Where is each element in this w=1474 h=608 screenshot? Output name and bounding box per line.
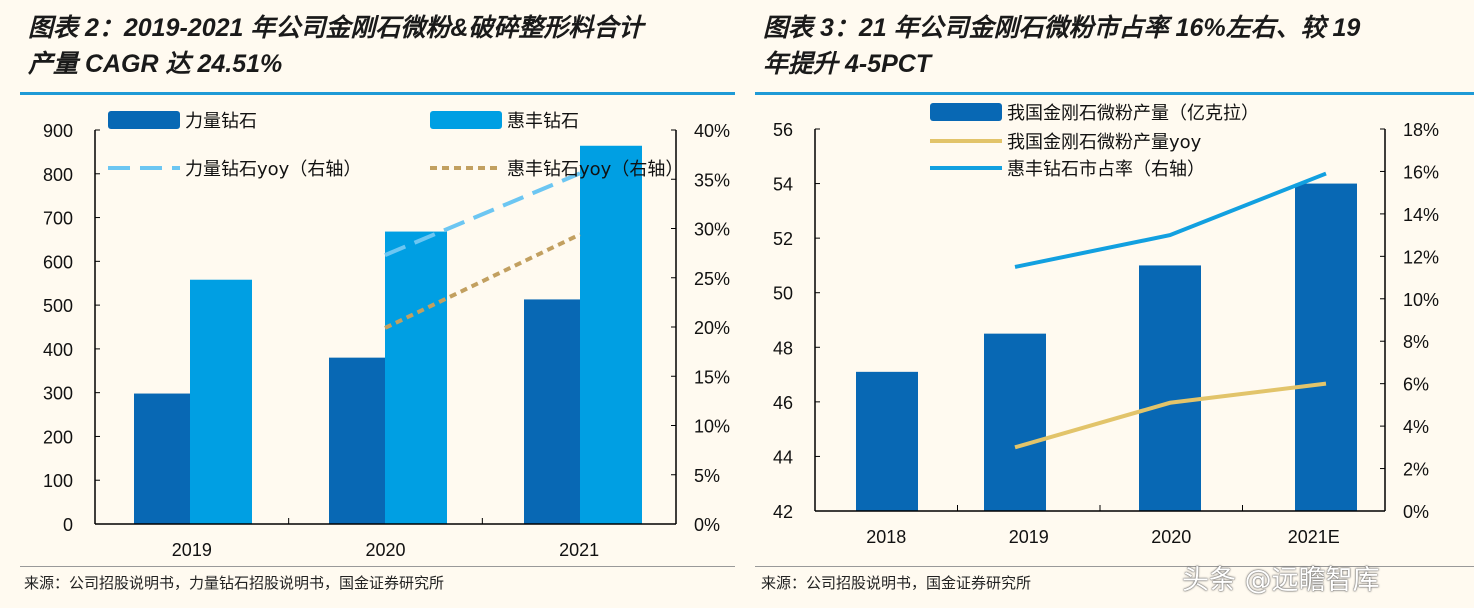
y-tick-label: 48 bbox=[773, 338, 793, 358]
x-tick-label: 2019 bbox=[172, 540, 212, 560]
y2-tick-label: 10% bbox=[1403, 290, 1439, 310]
y-tick-label: 800 bbox=[43, 165, 73, 185]
y2-tick-label: 15% bbox=[694, 367, 730, 387]
x-tick-label: 2019 bbox=[1009, 527, 1049, 547]
left-panel: 图表 2：2019-2021 年公司金刚石微粉&破碎整形料合计 产量 CAGR … bbox=[20, 14, 735, 592]
y-tick-label: 100 bbox=[43, 471, 73, 491]
chart-title-2: 图表 2：2019-2021 年公司金刚石微粉&破碎整形料合计 产量 CAGR … bbox=[28, 10, 748, 82]
legend-swatch bbox=[430, 111, 502, 129]
source-note: 来源：公司招股说明书，力量钻石招股说明书，国金证券研究所 bbox=[24, 574, 445, 592]
bar-2020 bbox=[329, 357, 385, 524]
series-line bbox=[1014, 171, 1327, 269]
legend-label: 惠丰钻石yoy（右轴） bbox=[507, 159, 683, 180]
y-tick-label: 56 bbox=[773, 120, 793, 140]
y-tick-label: 50 bbox=[773, 284, 793, 304]
legend-label: 惠丰钻石市占率（右轴） bbox=[1007, 159, 1205, 180]
y-tick-label: 42 bbox=[773, 502, 793, 522]
bar-2020 bbox=[1139, 265, 1201, 511]
legend-label: 力量钻石yoy（右轴） bbox=[185, 159, 361, 180]
bar-2019 bbox=[190, 279, 252, 524]
y2-tick-label: 4% bbox=[1403, 417, 1429, 437]
bar-2020 bbox=[385, 231, 447, 524]
y2-tick-label: 6% bbox=[1403, 375, 1429, 395]
x-tick-label: 2018 bbox=[866, 527, 906, 547]
y-tick-label: 400 bbox=[43, 340, 73, 360]
bar-2019 bbox=[984, 333, 1046, 511]
legend-label: 我国金刚石微粉产量（亿克拉） bbox=[1007, 103, 1259, 124]
y2-tick-label: 14% bbox=[1403, 205, 1439, 225]
source-rule bbox=[20, 566, 735, 567]
y2-tick-label: 2% bbox=[1403, 460, 1429, 480]
source-rule bbox=[755, 566, 1474, 567]
title-line-1: 图表 3：21 年公司金刚石微粉市占率 16%左右、较 19 bbox=[763, 14, 1361, 42]
y2-tick-label: 10% bbox=[694, 417, 730, 437]
y2-tick-label: 40% bbox=[694, 121, 730, 141]
legend-label: 力量钻石 bbox=[185, 111, 257, 132]
bar-2021 bbox=[524, 299, 580, 524]
legend-swatch bbox=[930, 103, 1002, 121]
y-tick-label: 700 bbox=[43, 209, 73, 229]
y-tick-label: 54 bbox=[773, 175, 793, 195]
y-tick-label: 500 bbox=[43, 296, 73, 316]
y2-tick-label: 5% bbox=[694, 466, 720, 486]
y-tick-label: 600 bbox=[43, 252, 73, 272]
y-tick-label: 46 bbox=[773, 393, 793, 413]
y2-tick-label: 18% bbox=[1403, 120, 1439, 140]
legend-label: 我国金刚石微粉产量yoy bbox=[1007, 132, 1202, 153]
y2-tick-label: 20% bbox=[694, 318, 730, 338]
title-line-2: 年提升 4-5PCT bbox=[763, 50, 932, 78]
y-tick-label: 0 bbox=[63, 515, 73, 535]
y-tick-label: 300 bbox=[43, 384, 73, 404]
y2-tick-label: 0% bbox=[694, 515, 720, 535]
bar-2021 bbox=[580, 145, 642, 524]
x-tick-label: 2020 bbox=[365, 540, 405, 560]
y2-tick-label: 25% bbox=[694, 269, 730, 289]
source-note: 来源：公司招股说明书，国金证券研究所 bbox=[761, 574, 1032, 592]
title-rule bbox=[20, 92, 735, 95]
bar-2019 bbox=[134, 393, 190, 524]
legend-swatch bbox=[108, 111, 180, 129]
y2-tick-label: 35% bbox=[694, 170, 730, 190]
series-line bbox=[384, 232, 581, 330]
x-tick-label: 2021 bbox=[559, 540, 599, 560]
legend-label: 惠丰钻石 bbox=[507, 111, 579, 132]
x-tick-label: 2020 bbox=[1151, 527, 1191, 547]
y2-tick-label: 16% bbox=[1403, 162, 1439, 182]
bar-2018 bbox=[856, 371, 918, 511]
y2-tick-label: 8% bbox=[1403, 332, 1429, 352]
y-tick-label: 900 bbox=[43, 121, 73, 141]
y2-tick-label: 0% bbox=[1403, 502, 1429, 522]
watermark: 头条 @远瞻智库 bbox=[1182, 565, 1380, 596]
right-panel: 图表 3：21 年公司金刚石微粉市占率 16%左右、较 19 年提升 4-5PC… bbox=[755, 0, 1474, 608]
x-tick-label: 2021E bbox=[1288, 527, 1340, 547]
title-line-1: 图表 2：2019-2021 年公司金刚石微粉&破碎整形料合计 bbox=[28, 14, 644, 42]
y-tick-label: 200 bbox=[43, 427, 73, 447]
bar-2021E bbox=[1295, 183, 1357, 512]
y-tick-label: 44 bbox=[773, 447, 793, 467]
chart-title-3: 图表 3：21 年公司金刚石微粉市占率 16%左右、较 19 年提升 4-5PC… bbox=[763, 10, 1474, 82]
y-tick-label: 52 bbox=[773, 229, 793, 249]
title-rule bbox=[755, 92, 1474, 95]
title-line-2: 产量 CAGR 达 24.51% bbox=[28, 50, 283, 78]
y2-tick-label: 12% bbox=[1403, 247, 1439, 267]
y2-tick-label: 30% bbox=[694, 220, 730, 240]
series-line bbox=[384, 171, 581, 257]
